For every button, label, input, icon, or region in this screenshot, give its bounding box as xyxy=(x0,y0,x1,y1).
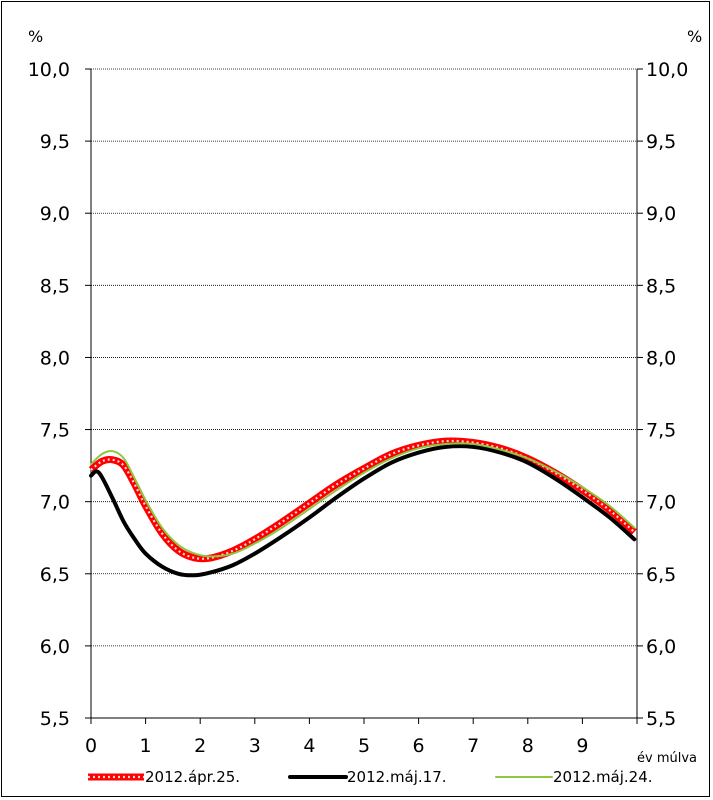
axes xyxy=(85,68,643,724)
legend-label: 2012.máj.24. xyxy=(553,768,653,786)
y-unit-left: % xyxy=(28,27,43,46)
x-tick-label: 8 xyxy=(522,735,534,757)
legend-label: 2012.máj.17. xyxy=(347,768,447,786)
x-tick-label: 1 xyxy=(140,735,152,757)
x-tick-label: 7 xyxy=(467,735,479,757)
y-tick-label-left: 8,0 xyxy=(40,347,70,369)
x-tick-label: 9 xyxy=(576,735,588,757)
x-axis-label: év múlva xyxy=(637,751,697,766)
y-tick-label-right: 10,0 xyxy=(646,59,688,81)
x-tick-label: 3 xyxy=(249,735,261,757)
y-unit-right: % xyxy=(687,27,702,46)
tick-labels: 5,5 5,5 6,0 6,0 6,5 6,5 7,0 7,0 7,5 7,5 8,0 8,0 8,5 8… xyxy=(28,59,689,757)
y-tick-label-right: 8,0 xyxy=(646,347,676,369)
y-tick-label-left: 7,0 xyxy=(40,492,70,514)
y-tick-label-right: 5,5 xyxy=(646,708,676,730)
x-tick-label: 0 xyxy=(85,735,97,757)
y-tick-label-right: 9,5 xyxy=(646,131,676,153)
y-tick-label-left: 5,5 xyxy=(40,708,70,730)
y-tick-label-left: 8,5 xyxy=(40,275,70,297)
y-tick-label-left: 7,5 xyxy=(40,420,70,442)
y-tick-label-left: 6,0 xyxy=(40,636,70,658)
y-tick-label-right: 7,5 xyxy=(646,420,676,442)
x-tick-label: 2 xyxy=(194,735,206,757)
legend: 2012.ápr.25. 2012.máj.17. 2012.máj.24. xyxy=(88,768,653,786)
y-tick-label-left: 9,0 xyxy=(40,203,70,225)
y-tick-label-right: 7,0 xyxy=(646,492,676,514)
x-tick-label: 4 xyxy=(303,735,315,757)
y-tick-label-right: 6,5 xyxy=(646,564,676,586)
x-tick-label: 6 xyxy=(413,735,425,757)
series-lines xyxy=(88,437,637,578)
legend-label: 2012.ápr.25. xyxy=(145,768,240,786)
y-tick-label-right: 9,0 xyxy=(646,203,676,225)
y-tick-label-right: 8,5 xyxy=(646,275,676,297)
y-tick-label-left: 10,0 xyxy=(28,59,70,81)
series-line-2 xyxy=(89,444,637,578)
x-tick-label: 5 xyxy=(358,735,370,757)
grid-lines xyxy=(91,68,637,647)
y-tick-label-left: 6,5 xyxy=(40,564,70,586)
y-tick-label-right: 6,0 xyxy=(646,636,676,658)
y-tick-label-left: 9,5 xyxy=(40,131,70,153)
series-line-3 xyxy=(90,442,636,558)
